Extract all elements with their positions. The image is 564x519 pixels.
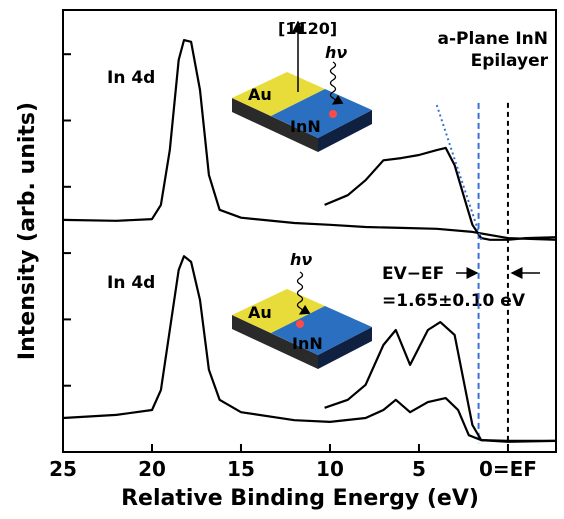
inset-top: Au InN [1̄1̄20] hν (232, 19, 372, 152)
spectrum-line (324, 146, 557, 241)
y-axis-label: Intensity (arb. units) (15, 102, 40, 360)
inset-label: Au (248, 303, 272, 322)
inset-label: InN (292, 334, 323, 353)
annotation: EV−EF (382, 264, 444, 284)
spectrum-line (324, 321, 557, 443)
annotation: In 4d (107, 68, 155, 88)
photon (296, 271, 311, 315)
spectrum-line (62, 255, 556, 442)
annotation: Epilayer (471, 51, 549, 71)
inset-bottom: Au InN hν (232, 250, 372, 369)
x-tick-label: 0=EF (479, 457, 537, 481)
x-tick-label: 15 (227, 457, 255, 481)
photon (329, 61, 344, 105)
extrapolation-line (435, 104, 483, 241)
inset-label: InN (290, 117, 321, 136)
annotation: =1.65±0.10 eV (382, 291, 526, 311)
x-tick-label: 20 (138, 457, 166, 481)
annotation: In 4d (107, 273, 155, 293)
x-tick-label: 25 (49, 457, 77, 481)
inset-label: hν (290, 250, 312, 269)
inset-label: [1̄1̄20] (278, 19, 337, 38)
x-tick-label: 5 (412, 457, 426, 481)
spectrum-line (62, 39, 557, 241)
plot-frame (62, 9, 557, 453)
annotation: a-Plane InN (438, 29, 549, 49)
inset-label: hν (325, 43, 347, 62)
inset-label: Au (248, 85, 272, 104)
x-tick-label: 10 (316, 457, 344, 481)
x-axis-label: Relative Binding Energy (eV) (121, 486, 479, 511)
